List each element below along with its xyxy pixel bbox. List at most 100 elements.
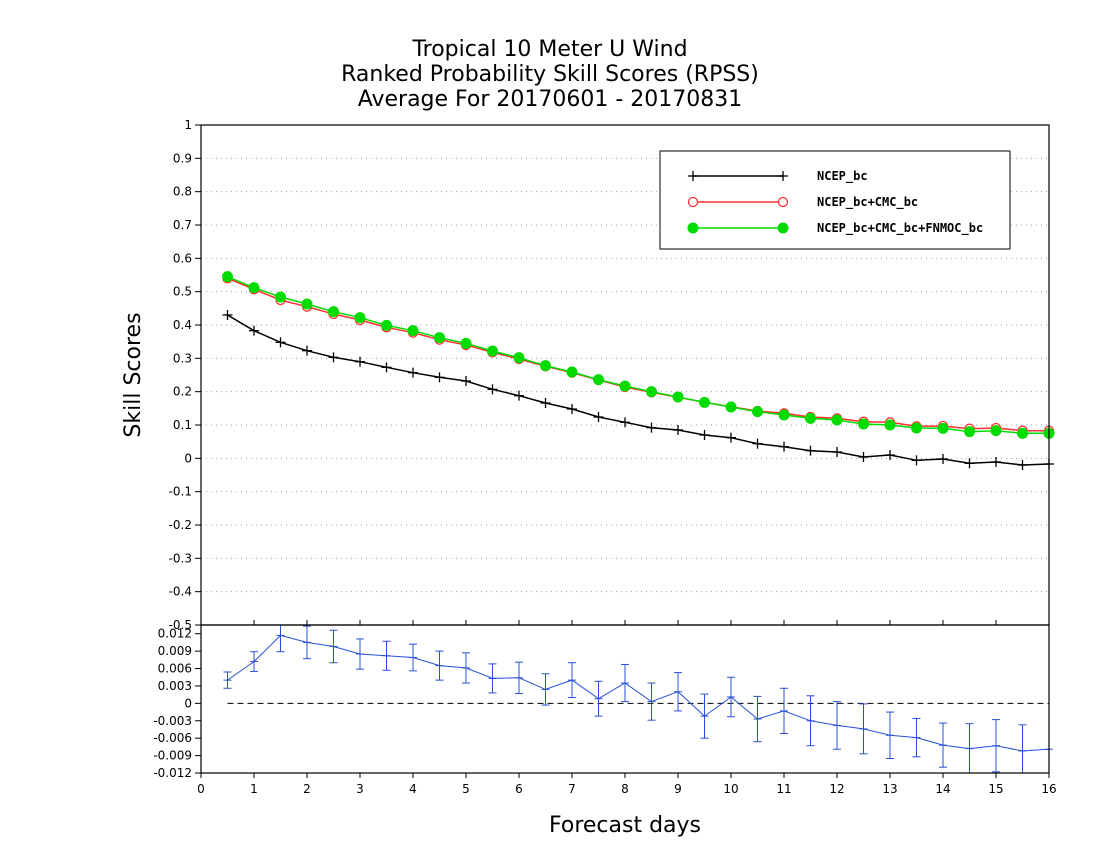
series-3-point <box>752 406 763 418</box>
difference-point <box>886 711 894 759</box>
difference-point <box>223 671 232 689</box>
series-1-point <box>885 450 895 460</box>
series-3-point <box>911 422 922 434</box>
series-3-point <box>381 319 392 331</box>
x-axis-ticks: 0 1 2 3 4 5 6 7 8 9 10 11 12 13 14 15 16 <box>197 620 1057 796</box>
series-3-point <box>513 352 525 364</box>
lower-y-tick-label: -0.003 <box>153 714 192 728</box>
series-3-point <box>937 422 949 434</box>
lower-y-tick-label: -0.009 <box>153 749 192 763</box>
series-1-point <box>328 352 339 363</box>
difference-point <box>992 719 1000 773</box>
upper-y-tick-label: 0.5 <box>173 285 192 299</box>
series-3-point <box>699 396 710 408</box>
chart-title-line-2: Ranked Probability Skill Scores (RPSS) <box>341 62 759 87</box>
lower-y-tick-label: -0.012 <box>153 766 192 780</box>
difference-point <box>382 640 391 671</box>
series-3-line <box>227 276 1049 435</box>
difference-point <box>1018 724 1027 773</box>
lower-y-tick-label: 0.012 <box>158 627 192 641</box>
series-1-point <box>408 367 418 378</box>
series-3-point <box>990 425 1002 437</box>
lower-y-tick-label: 0.009 <box>158 644 192 658</box>
series-1-point <box>302 345 312 356</box>
difference-point <box>515 661 523 694</box>
series-1-point <box>355 356 365 367</box>
difference-point <box>621 663 629 703</box>
series-3-point <box>672 391 684 403</box>
lower-y-axis-ticks: 0.012 0.009 0.006 0.003 0 -0.003 -0.006 -0.009 -… <box>153 627 201 780</box>
series-3-point <box>566 366 578 378</box>
series-3-point <box>619 380 631 392</box>
difference-point <box>727 676 735 718</box>
difference-line <box>227 634 1050 752</box>
series-layer <box>222 271 1055 470</box>
x-tick-label: 15 <box>988 782 1003 796</box>
difference-point <box>541 673 550 706</box>
difference-point <box>700 693 709 739</box>
difference-point <box>780 687 788 735</box>
difference-point <box>435 650 444 681</box>
difference-point <box>488 663 497 694</box>
x-tick-label: 12 <box>829 782 844 796</box>
difference-point <box>356 638 364 670</box>
upper-y-tick-label: -0.4 <box>169 585 192 599</box>
difference-point <box>303 625 311 660</box>
legend-series-3-point <box>777 222 789 234</box>
difference-point <box>753 695 762 743</box>
difference-point <box>329 629 338 664</box>
series-3-point <box>725 401 737 413</box>
series-1-point <box>726 432 736 443</box>
series-1-point <box>222 310 233 320</box>
difference-point <box>939 722 947 768</box>
series-1-point <box>275 337 286 348</box>
upper-y-tick-label: -0.5 <box>169 618 192 632</box>
legend-box <box>659 150 1011 250</box>
x-tick-label: 8 <box>621 782 629 796</box>
x-tick-label: 0 <box>197 782 205 796</box>
x-tick-label: 3 <box>356 782 364 796</box>
upper-y-tick-label: -0.3 <box>169 551 192 565</box>
difference-point <box>647 682 656 721</box>
upper-y-tick-label: 0 <box>184 451 192 465</box>
upper-y-tick-label: 0.1 <box>173 418 192 432</box>
difference-point <box>965 723 974 773</box>
legend-series-1-point <box>688 171 698 181</box>
difference-point <box>806 695 815 747</box>
series-1-point <box>964 458 975 469</box>
upper-y-tick-label: 0.6 <box>173 251 192 265</box>
chart-title-line-1: Tropical 10 Meter U Wind <box>412 37 688 62</box>
series-1-point <box>540 398 551 408</box>
series-3-point <box>831 414 843 426</box>
legend-series-3-label: NCEP_bc+CMC_bc+FNMOC_bc <box>817 221 983 236</box>
series-1-point <box>779 441 789 452</box>
series-1-point <box>858 452 869 462</box>
legend-series-3: NCEP_bc+CMC_bc+FNMOC_bc <box>687 221 983 236</box>
series-1-point <box>1017 460 1028 470</box>
difference-point <box>594 680 603 717</box>
upper-y-tick-label: 0.7 <box>173 218 192 232</box>
series-1-point <box>620 417 630 428</box>
x-tick-label: 9 <box>674 782 682 796</box>
series-1-point <box>434 372 445 383</box>
lower-y-tick-label: 0 <box>184 696 192 710</box>
series-3-point <box>275 291 286 303</box>
series-3-point <box>858 418 869 430</box>
upper-y-tick-label: -0.2 <box>169 518 192 532</box>
x-tick-label: 1 <box>250 782 258 796</box>
legend: NCEP_bc NCEP_bc+CMC_bc NCEP_bc+CMC_bc+FNMO… <box>659 150 1011 250</box>
series-3-point <box>778 409 790 421</box>
series-1-point <box>514 390 524 401</box>
series-1-point <box>487 384 498 395</box>
difference-point <box>462 652 470 684</box>
difference-point <box>276 625 285 653</box>
series-3-point <box>301 298 313 310</box>
series-3-point <box>884 419 896 431</box>
series-2 <box>222 273 1055 436</box>
series-1-point <box>567 404 577 414</box>
series-1-point <box>593 412 604 422</box>
series-3 <box>222 271 1055 439</box>
series-3-point <box>646 386 657 398</box>
difference-point <box>833 701 841 750</box>
lower-y-tick-label: -0.006 <box>153 731 192 745</box>
